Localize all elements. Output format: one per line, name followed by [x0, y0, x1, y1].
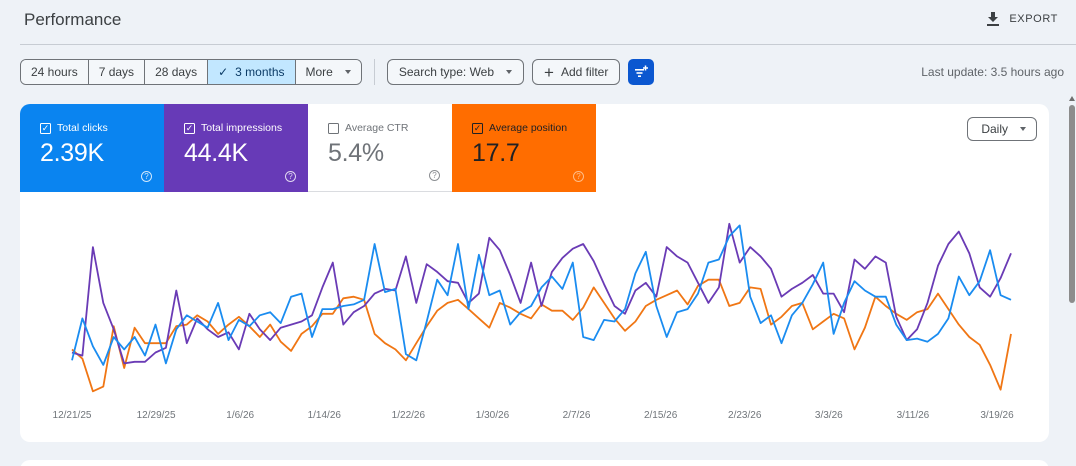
filter-settings-button[interactable] — [628, 59, 655, 85]
series-line-average-position — [71, 278, 1012, 393]
checkbox-checked-icon[interactable]: ✓ — [40, 122, 51, 134]
x-axis-tick-label: 2/15/26 — [643, 410, 678, 421]
checkmark-icon: ✓ — [218, 65, 229, 79]
date-range-3-months[interactable]: ✓ 3 months — [208, 60, 296, 84]
x-axis-tick-label: 2/7/26 — [562, 410, 591, 421]
scrollbar-thumb[interactable] — [1069, 105, 1075, 303]
metric-cards: ✓ Total clicks 2.39K ? ✓ Total impressions… — [20, 104, 596, 192]
help-icon[interactable]: ? — [573, 171, 584, 182]
date-range-7-days[interactable]: 7 days — [88, 60, 146, 84]
x-axis-tick-label: 12/21/25 — [52, 410, 92, 421]
plus-icon: + — [544, 62, 554, 82]
metric-value: 17.7 — [472, 139, 520, 167]
metric-total-clicks[interactable]: ✓ Total clicks 2.39K ? — [20, 104, 164, 192]
add-filter-button[interactable]: + Add filter — [532, 59, 621, 85]
date-range-28-days[interactable]: 28 days — [145, 60, 209, 84]
metric-average-ctr[interactable]: Average CTR 5.4% ? — [308, 104, 452, 192]
filter-settings-icon — [635, 65, 649, 77]
download-icon — [987, 12, 1000, 26]
date-range-more[interactable]: More — [295, 60, 361, 84]
x-axis-tick-label: 1/30/26 — [475, 410, 510, 421]
metric-value: 2.39K — [40, 139, 104, 167]
granularity-dropdown[interactable]: Daily — [967, 117, 1037, 141]
x-axis-tick-label: 1/22/26 — [391, 410, 426, 421]
series-line-total-impressions — [71, 222, 1012, 365]
filter-divider — [373, 59, 375, 85]
checkbox-checked-icon[interactable]: ✓ — [472, 122, 483, 134]
performance-chart-card: ✓ Total clicks 2.39K ? ✓ Total impressions… — [20, 104, 1049, 442]
x-axis-tick-label: 1/6/26 — [226, 410, 255, 421]
metric-total-impressions[interactable]: ✓ Total impressions 44.4K ? — [164, 104, 308, 192]
x-axis-tick-label: 3/3/26 — [814, 410, 843, 421]
checkbox-checked-icon[interactable]: ✓ — [184, 122, 195, 134]
filter-bar: 24 hours 7 days 28 days ✓ 3 months More S… — [20, 59, 655, 85]
page-title: Performance — [24, 10, 122, 29]
x-axis-tick-label: 12/29/25 — [136, 410, 176, 421]
checkbox-unchecked-icon[interactable] — [328, 122, 339, 134]
metric-average-position[interactable]: ✓ Average position 17.7 ? — [452, 104, 596, 192]
series-line-total-clicks — [71, 224, 1012, 366]
export-button[interactable]: EXPORT — [985, 11, 1058, 27]
last-update-text: Last update: 3.5 hours ago — [921, 65, 1064, 79]
x-axis-tick-label: 1/14/26 — [307, 410, 341, 421]
scroll-up-arrow-icon[interactable] — [1069, 96, 1075, 101]
help-icon[interactable]: ? — [141, 171, 152, 182]
help-icon[interactable]: ? — [285, 171, 296, 182]
caret-down-icon — [506, 70, 513, 74]
export-label: EXPORT — [1009, 13, 1058, 25]
metric-value: 5.4% — [328, 139, 384, 167]
caret-down-icon — [1020, 127, 1026, 131]
next-card — [20, 460, 1049, 466]
line-chart[interactable] — [20, 104, 1049, 442]
page-header: Performance EXPORT — [0, 0, 1076, 46]
search-type-dropdown[interactable]: Search type: Web — [386, 59, 525, 85]
help-icon[interactable]: ? — [429, 170, 440, 181]
header-divider — [20, 44, 1076, 45]
x-axis-tick-label: 3/11/26 — [896, 410, 930, 421]
caret-down-icon — [344, 70, 351, 74]
date-range-24-hours[interactable]: 24 hours — [21, 60, 89, 84]
x-axis-tick-label: 3/19/26 — [980, 410, 1014, 421]
scrollbar[interactable] — [1068, 96, 1076, 466]
date-range-selector: 24 hours 7 days 28 days ✓ 3 months More — [20, 59, 362, 85]
x-axis-tick-label: 2/23/26 — [728, 410, 762, 421]
metric-value: 44.4K — [184, 139, 248, 167]
